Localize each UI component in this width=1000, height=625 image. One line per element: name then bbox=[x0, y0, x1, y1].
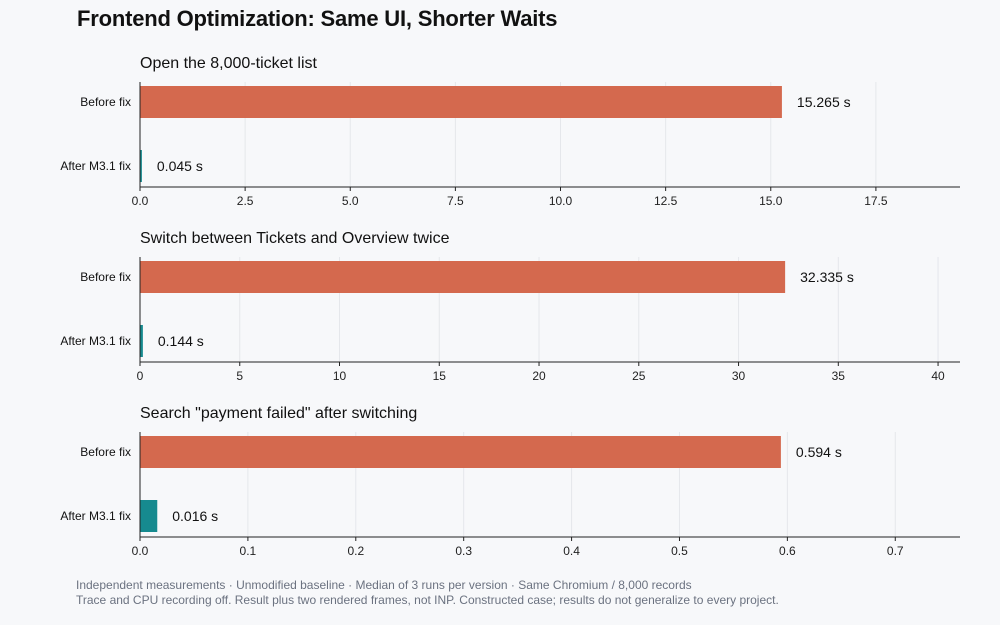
x-tick-label: 5.0 bbox=[342, 194, 359, 208]
panel-title: Search "payment failed" after switching bbox=[140, 405, 417, 422]
x-tick-label: 12.5 bbox=[654, 194, 678, 208]
x-tick-label: 0.0 bbox=[132, 194, 149, 208]
category-label: After M3.1 fix bbox=[60, 159, 131, 173]
x-tick-label: 35 bbox=[832, 369, 846, 383]
value-label: 0.016 s bbox=[172, 508, 218, 524]
x-tick-label: 40 bbox=[931, 369, 945, 383]
x-tick-label: 15.0 bbox=[759, 194, 783, 208]
x-tick-label: 25 bbox=[632, 369, 646, 383]
x-tick-label: 5 bbox=[236, 369, 243, 383]
x-tick-label: 10.0 bbox=[549, 194, 573, 208]
x-tick-label: 15 bbox=[433, 369, 447, 383]
panel-title: Open the 8,000-ticket list bbox=[140, 55, 318, 72]
x-tick-label: 0.5 bbox=[671, 544, 688, 558]
x-tick-label: 0.3 bbox=[455, 544, 472, 558]
bar-after bbox=[140, 500, 158, 532]
x-tick-label: 0 bbox=[137, 369, 144, 383]
x-tick-label: 0.7 bbox=[887, 544, 904, 558]
footnote-line-2: Trace and CPU recording off. Result plus… bbox=[76, 593, 779, 607]
x-tick-label: 7.5 bbox=[447, 194, 464, 208]
footnote-line-1: Independent measurements · Unmodified ba… bbox=[76, 578, 692, 592]
category-label: Before fix bbox=[80, 270, 131, 284]
x-tick-label: 0.0 bbox=[132, 544, 149, 558]
x-tick-label: 0.1 bbox=[240, 544, 257, 558]
x-tick-label: 0.4 bbox=[563, 544, 580, 558]
bar-before bbox=[140, 86, 782, 118]
category-label: After M3.1 fix bbox=[60, 334, 131, 348]
value-label: 0.144 s bbox=[158, 333, 204, 349]
bar-before bbox=[140, 261, 786, 293]
category-label: Before fix bbox=[80, 95, 131, 109]
x-tick-label: 20 bbox=[532, 369, 546, 383]
category-label: After M3.1 fix bbox=[60, 509, 131, 523]
x-tick-label: 0.6 bbox=[779, 544, 796, 558]
x-tick-label: 2.5 bbox=[237, 194, 254, 208]
bar-after bbox=[140, 150, 142, 182]
panel-title: Switch between Tickets and Overview twic… bbox=[140, 230, 450, 247]
bar-before bbox=[140, 436, 781, 468]
page-title: Frontend Optimization: Same UI, Shorter … bbox=[77, 6, 558, 31]
value-label: 0.594 s bbox=[796, 444, 842, 460]
x-tick-label: 10 bbox=[333, 369, 347, 383]
x-tick-label: 30 bbox=[732, 369, 746, 383]
x-tick-label: 17.5 bbox=[864, 194, 888, 208]
value-label: 0.045 s bbox=[157, 158, 203, 174]
category-label: Before fix bbox=[80, 445, 131, 459]
value-label: 15.265 s bbox=[797, 94, 851, 110]
value-label: 32.335 s bbox=[800, 269, 854, 285]
bar-after bbox=[140, 325, 143, 357]
x-tick-label: 0.2 bbox=[347, 544, 364, 558]
